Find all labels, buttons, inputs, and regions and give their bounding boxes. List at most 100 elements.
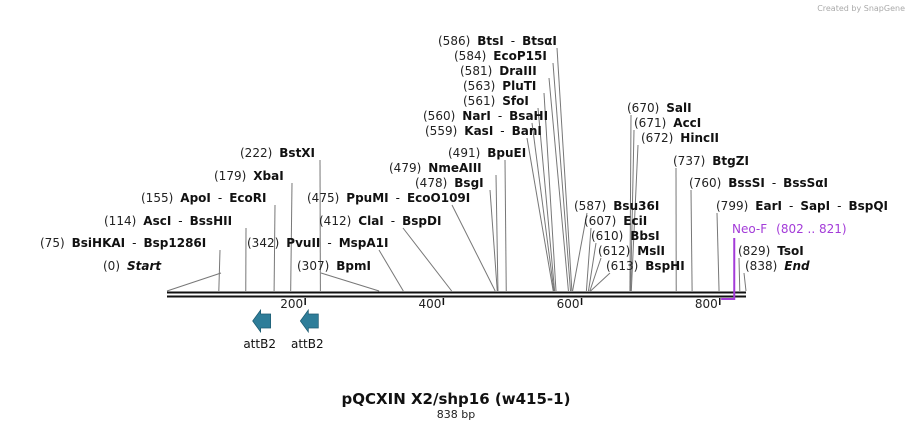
site-bsihkai-bsp1286i[interactable]: (75) BsiHKAI - Bsp1286I [40,236,206,250]
name-separator: - [500,124,504,138]
leader-line-bsgi [489,189,498,292]
leader-line-nari-bsahi [531,122,555,292]
site-position: (475) [307,191,339,205]
site-asci-bsshii[interactable]: (114) AscI - BssHII [104,214,232,228]
site-bsu36i[interactable]: (587) Bsu36I [574,199,659,213]
svg-text:(672)HincII: (672) HincII [641,131,719,145]
site-pvuii-mspa1i[interactable]: (342) PvuII - MspA1I [247,236,389,250]
site-enzyme-name: BanI [512,124,542,138]
leader-line-start [166,272,222,292]
svg-text:(581)DraIII: (581) DraIII [460,64,537,78]
site-msli[interactable]: (612) MslI [598,244,665,258]
site-enzyme-name: PluTI [502,79,536,93]
site-ecii[interactable]: (607) EciI [584,214,647,228]
site-clai-bspdi[interactable]: (412) ClaI - BspDI [319,214,441,228]
primer-range: (802 .. 821) [776,222,846,236]
svg-text:(222)BstXI: (222) BstXI [240,146,315,160]
leader-line-bsphi [590,272,611,292]
site-eari-sapi-bspqi[interactable]: (799) EarI - SapI - BspQI [716,199,888,213]
svg-text:(838)End: (838) End [745,259,810,273]
site-start[interactable]: (0) Start [103,259,162,273]
site-sali[interactable]: (670) SalI [627,101,692,115]
snapgene-credit: Created by SnapGene [817,4,905,13]
site-enzyme-name: EarI [755,199,782,213]
site-position: (342) [247,236,279,250]
site-kasi-bani[interactable]: (559) KasI - BanI [425,124,542,138]
site-apoi-ecori[interactable]: (155) ApoI - EcoRI [141,191,266,205]
map-length: 838 bp [437,408,475,421]
svg-text:(587)Bsu36I: (587) Bsu36I [574,199,659,213]
leader-line-btsi-bts-i [556,47,573,292]
site-bpmi[interactable]: (307) BpmI [297,259,371,273]
svg-text:(799)EarI-SapI-BspQI: (799) EarI - SapI - BspQI [716,199,888,213]
site-btsi-bts-i[interactable]: (586) BtsI - BtsαI [438,34,557,48]
svg-text:(307)BpmI: (307) BpmI [297,259,371,273]
site-enzyme-name: HincII [680,131,719,145]
site-ecop15i[interactable]: (584) EcoP15I [454,49,547,63]
svg-text:(342)PvuII-MspA1I: (342) PvuII - MspA1I [247,236,389,250]
svg-text:(179)XbaI: (179) XbaI [214,169,284,183]
site-bsssi-bsss-i[interactable]: (760) BssSI - BssSαI [689,176,828,190]
site-draiii[interactable]: (581) DraIII [460,64,537,78]
site-enzyme-name: ClaI [358,214,383,228]
site-leader-lines [166,47,747,292]
site-enzyme-name: DraIII [499,64,536,78]
site-bsgi[interactable]: (478) BsgI [415,176,484,190]
site-enzyme-name: EcoO109I [407,191,470,205]
site-enzyme-name: BtsI [477,34,504,48]
leader-line-bsihkai-bsp1286i [218,249,221,292]
svg-text:(491)BpuEI: (491) BpuEI [448,146,526,160]
svg-text:(586)BtsI-BtsαI: (586) BtsI - BtsαI [438,34,557,48]
feature-label: attB2 [243,337,276,351]
site-enzyme-name: BssSI [728,176,765,190]
svg-text:(760)BssSI-BssSαI: (760) BssSI - BssSαI [689,176,828,190]
svg-text:(479)NmeAIII: (479) NmeAIII [389,161,482,175]
site-tsoi[interactable]: (829) TsoI [738,244,804,258]
site-enzyme-name: XbaI [253,169,283,183]
name-separator: - [178,214,182,228]
svg-text:(610)BbsI: (610) BbsI [591,229,660,243]
leader-line-bsssi-bsss-i [690,189,693,292]
ruler-ticks: 200 400 600 800 [280,297,721,311]
name-separator: - [391,214,395,228]
site-bstxi[interactable]: (222) BstXI [240,146,315,160]
site-btgzi[interactable]: (737) BtgZI [673,154,749,168]
site-enzyme-name: NarI [462,109,491,123]
site-nmeaiii[interactable]: (479) NmeAIII [389,161,482,175]
site-pluti[interactable]: (563) PluTI [463,79,536,93]
svg-text:(412)ClaI-BspDI: (412) ClaI - BspDI [319,214,441,228]
site-enzyme-name: BsaHI [509,109,548,123]
site-bsphi[interactable]: (613) BspHI [606,259,685,273]
leader-line-msli [589,257,602,292]
svg-text:(559)KasI-BanI: (559) KasI - BanI [425,124,542,138]
site-acci[interactable]: (671) AccI [634,116,701,130]
site-sfoi[interactable]: (561) SfoI [463,94,529,108]
site-bbsi[interactable]: (610) BbsI [591,229,660,243]
site-position: (222) [240,146,272,160]
site-position: (0) [103,259,120,273]
leader-line-ppumi-ecoo109i [451,204,496,292]
site-xbai[interactable]: (179) XbaI [214,169,284,183]
name-separator: - [772,176,776,190]
site-enzyme-name: BspQI [848,199,888,213]
site-hincii[interactable]: (672) HincII [641,131,719,145]
site-enzyme-name: MslI [637,244,665,258]
feature-attb2-1[interactable]: attB2 [243,308,276,351]
site-enzyme-name: BtsαI [522,34,557,48]
name-separator: - [132,236,136,250]
leader-line-kasi-bani [526,137,554,292]
svg-text:(829)TsoI: (829) TsoI [738,244,804,258]
site-position: (612) [598,244,630,258]
site-nari-bsahi[interactable]: (560) NarI - BsaHI [423,109,548,123]
site-ppumi-ecoo109i[interactable]: (475) PpuMI - EcoO109I [307,191,470,205]
site-end[interactable]: (838) End [745,259,810,273]
feature-attb2-2[interactable]: attB2 [291,308,324,351]
site-enzyme-name: NmeAIII [428,161,481,175]
primer-neo-f[interactable]: Neo-F (802 .. 821) [721,222,847,300]
svg-text:(561)SfoI: (561) SfoI [463,94,529,108]
leader-line-pvuii-mspa1i [378,249,404,292]
site-position: (478) [415,176,447,190]
site-position: (75) [40,236,65,250]
site-enzyme-name: MspA1I [339,236,389,250]
site-bpuei[interactable]: (491) BpuEI [448,146,526,160]
